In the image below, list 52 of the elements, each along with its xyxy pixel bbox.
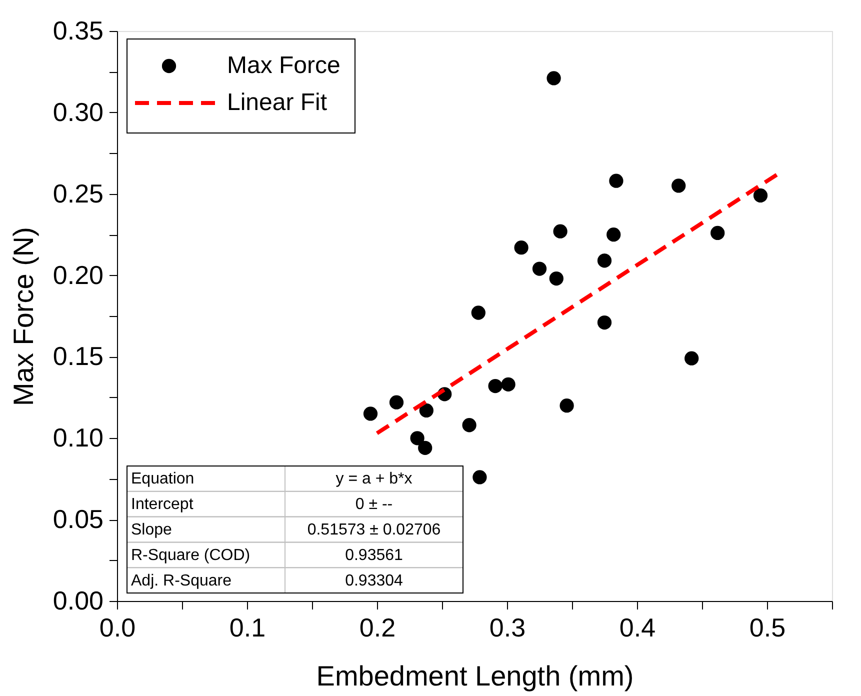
y-tick-label: 0.05 bbox=[52, 504, 104, 534]
annotation: 0.93561 bbox=[345, 546, 404, 564]
x-tick-label: 0.5 bbox=[749, 612, 786, 642]
point bbox=[418, 440, 432, 455]
y-tick-label: 0.10 bbox=[52, 422, 104, 453]
point bbox=[684, 351, 699, 366]
x-axis-title: Embedment Length (mm) bbox=[316, 660, 634, 692]
annotation: y = a + b*x bbox=[336, 470, 412, 488]
y-tick-label: 0.35 bbox=[52, 16, 104, 46]
point bbox=[389, 395, 404, 410]
y-tick-label: 0.30 bbox=[52, 96, 104, 127]
point bbox=[410, 431, 424, 446]
point bbox=[597, 254, 612, 268]
annotation: 0.51573 ± 0.02706 bbox=[307, 522, 441, 538]
point bbox=[710, 226, 725, 240]
x-tick-label: 0.1 bbox=[229, 612, 266, 642]
x-tick-label: 0.4 bbox=[619, 612, 656, 642]
x-tick-label: 0.2 bbox=[359, 612, 396, 642]
y-tick-label: 0.20 bbox=[52, 260, 104, 290]
point bbox=[609, 174, 624, 188]
y-tick-label: 0.25 bbox=[52, 178, 104, 208]
y-tick-label: 0.00 bbox=[52, 586, 104, 616]
legend-label: Linear Fit bbox=[227, 89, 328, 116]
point bbox=[472, 470, 487, 484]
annotation: Intercept bbox=[131, 496, 194, 514]
point bbox=[532, 262, 547, 276]
legend-label: Max Force bbox=[227, 52, 340, 79]
point bbox=[672, 178, 686, 193]
point bbox=[753, 188, 768, 203]
point bbox=[546, 71, 561, 86]
x-tick-label: 0.0 bbox=[99, 612, 136, 642]
point bbox=[597, 315, 612, 330]
point bbox=[462, 418, 476, 432]
y-tick-label: 0.15 bbox=[52, 341, 104, 372]
annotation: R-Square (COD) bbox=[131, 546, 250, 564]
point bbox=[606, 228, 621, 242]
point bbox=[553, 224, 568, 238]
annotation: Adj. R-Square bbox=[131, 572, 232, 590]
annotation: Equation bbox=[131, 470, 194, 488]
annotation: 0.93304 bbox=[345, 572, 404, 590]
point bbox=[363, 406, 378, 421]
point bbox=[514, 240, 528, 255]
point bbox=[501, 377, 516, 392]
point bbox=[549, 271, 564, 286]
point bbox=[488, 378, 502, 394]
y-axis-title: Max Force (N) bbox=[8, 227, 39, 406]
annotation: Slope bbox=[131, 522, 172, 538]
x-tick-label: 0.3 bbox=[489, 612, 526, 642]
point bbox=[419, 403, 434, 418]
annotation: 0 ± -- bbox=[355, 496, 393, 514]
point bbox=[560, 398, 574, 413]
point bbox=[471, 306, 486, 320]
